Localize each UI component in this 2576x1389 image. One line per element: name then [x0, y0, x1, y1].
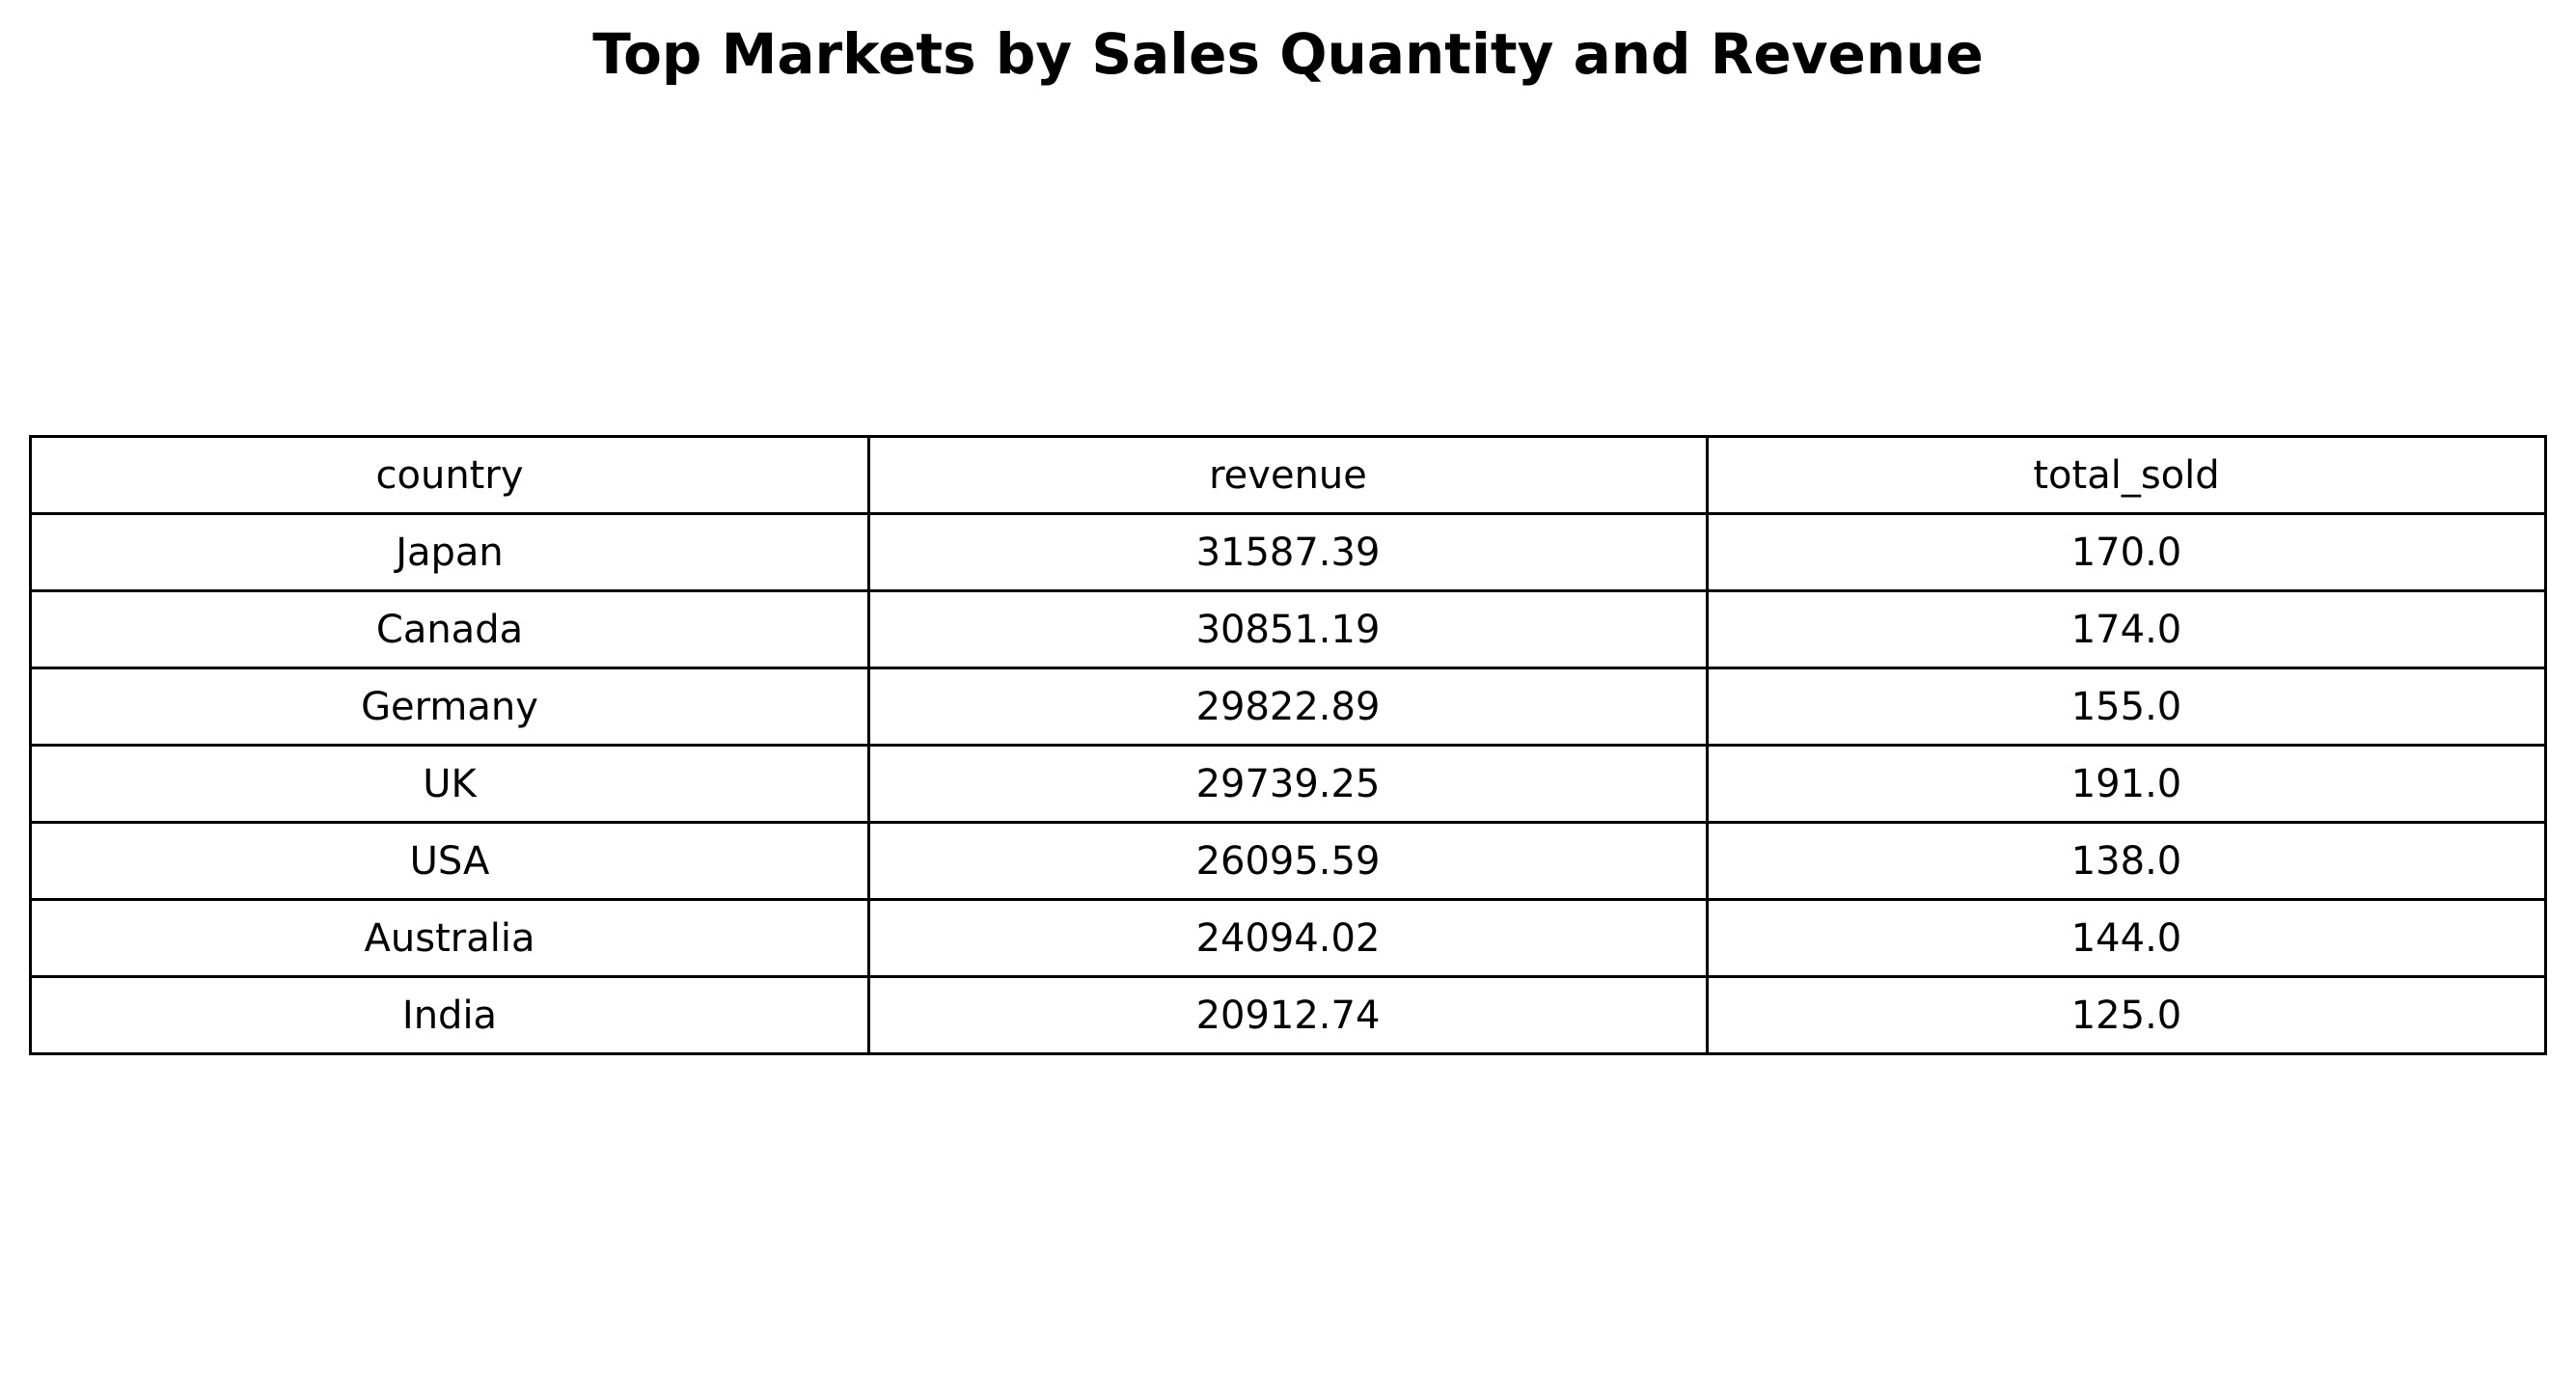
table-cell-country: UK	[29, 744, 870, 824]
table-row: Australia 24094.02 144.0	[29, 898, 2547, 978]
table-cell-total-sold: 125.0	[1706, 975, 2547, 1055]
table-cell-revenue: 29822.89	[867, 667, 1709, 747]
table-row: USA 26095.59 138.0	[29, 821, 2547, 901]
table-row: UK 29739.25 191.0	[29, 744, 2547, 824]
table-cell-revenue: 20912.74	[867, 975, 1709, 1055]
table-cell-country: Canada	[29, 589, 870, 669]
table-cell-country: Australia	[29, 898, 870, 978]
table-cell-total-sold: 170.0	[1706, 512, 2547, 592]
table-row: Germany 29822.89 155.0	[29, 667, 2547, 747]
table-body: Japan 31587.39 170.0 Canada 30851.19 174.0 Ger…	[29, 512, 2547, 1055]
table-header: country revenue total_sold	[29, 435, 2547, 515]
table-cell-country: USA	[29, 821, 870, 901]
table-cell-total-sold: 191.0	[1706, 744, 2547, 824]
table-cell-revenue: 30851.19	[867, 589, 1709, 669]
column-header-total-sold: total_sold	[1706, 435, 2547, 515]
table-cell-total-sold: 144.0	[1706, 898, 2547, 978]
table-cell-total-sold: 138.0	[1706, 821, 2547, 901]
table-container: country revenue total_sold Japan 31587.39 17…	[29, 435, 2547, 1055]
column-header-revenue: revenue	[867, 435, 1709, 515]
table-cell-revenue: 26095.59	[867, 821, 1709, 901]
table-row: India 20912.74 125.0	[29, 975, 2547, 1055]
table-cell-country: Japan	[29, 512, 870, 592]
chart-title: Top Markets by Sales Quantity and Revenu…	[592, 21, 1984, 87]
data-table: country revenue total_sold Japan 31587.39 17…	[29, 435, 2547, 1055]
header-row: country revenue total_sold	[29, 435, 2547, 515]
table-cell-country: India	[29, 975, 870, 1055]
table-cell-country: Germany	[29, 667, 870, 747]
table-cell-revenue: 31587.39	[867, 512, 1709, 592]
table-cell-revenue: 29739.25	[867, 744, 1709, 824]
table-row: Japan 31587.39 170.0	[29, 512, 2547, 592]
table-cell-total-sold: 174.0	[1706, 589, 2547, 669]
table-cell-total-sold: 155.0	[1706, 667, 2547, 747]
column-header-country: country	[29, 435, 870, 515]
table-cell-revenue: 24094.02	[867, 898, 1709, 978]
table-row: Canada 30851.19 174.0	[29, 589, 2547, 669]
